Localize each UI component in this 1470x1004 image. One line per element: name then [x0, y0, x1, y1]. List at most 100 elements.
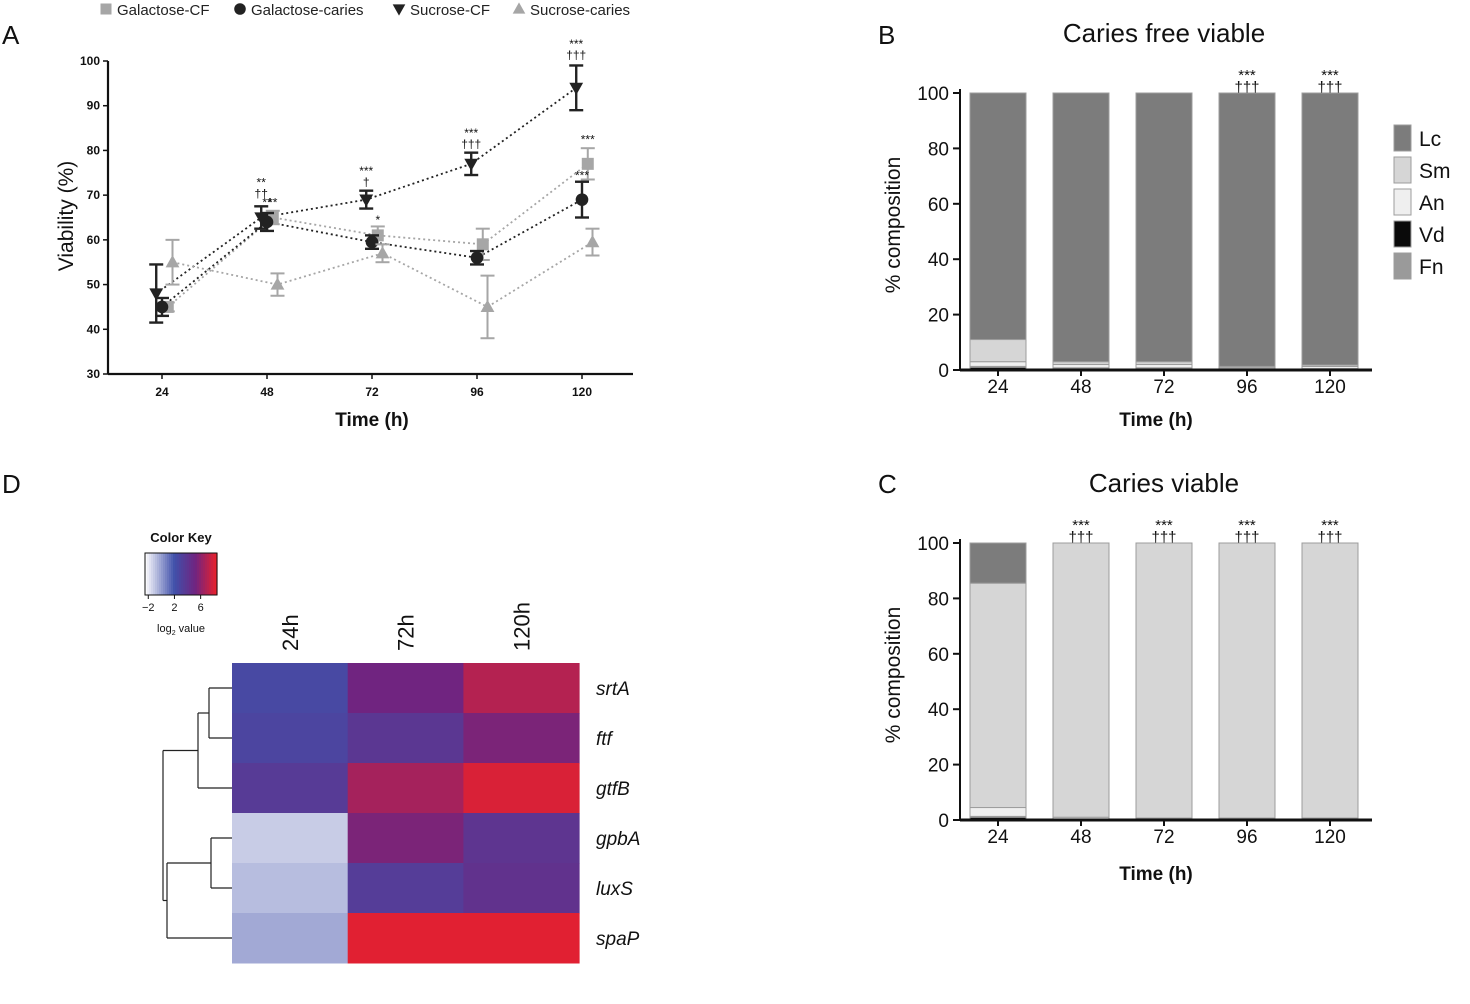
x-tick-label: 72 [1153, 827, 1174, 848]
color-key: −2 2 6 [142, 552, 218, 614]
x-tick-label: 24 [987, 827, 1009, 848]
significance-stars: *** [1321, 517, 1339, 534]
bar-segment [1218, 92, 1276, 367]
y-tick-label: 80 [928, 139, 949, 160]
color-key-gradient-step [163, 553, 166, 595]
x-tick-label: 120 [1314, 827, 1346, 848]
panel-a-data-point [581, 157, 594, 170]
heatmap-row-label: ftf [596, 729, 614, 750]
color-key-gradient-step [147, 553, 150, 595]
bar-segment [969, 807, 1027, 817]
color-key-gradient-step [185, 553, 188, 595]
panel-label-d: D [2, 469, 21, 499]
color-key-gradient-step [195, 553, 198, 595]
panel-b-x-label: Time (h) [1119, 410, 1193, 431]
heatmap-cell [232, 713, 349, 764]
heatmap-column-label: 72h [394, 614, 419, 651]
x-tick-label: 72 [1153, 377, 1174, 398]
color-key-tick-label: 6 [198, 602, 204, 614]
heatmap-cell [232, 663, 349, 714]
legend-swatch [1393, 156, 1412, 184]
panel-a-y-tick-label: 40 [87, 322, 101, 336]
color-key-gradient-step [203, 553, 206, 595]
bar-segment [969, 582, 1027, 809]
panel-a-legend-marker [392, 4, 406, 16]
color-key-gradient-step [145, 553, 148, 595]
panel-label-c: C [878, 469, 897, 499]
y-tick-label: 0 [938, 361, 949, 382]
significance-stars: *** [1321, 67, 1339, 84]
heatmap-cell [232, 763, 349, 814]
panel-a-significance-mark: *** [569, 37, 583, 51]
heatmap-row-label: gtfB [596, 779, 630, 800]
color-key-gradient-step [211, 553, 214, 595]
bar-segment [1135, 542, 1193, 819]
panel-a-significance-mark: *** [359, 164, 373, 178]
panel-a-x-tick-label: 72 [365, 385, 379, 399]
color-key-gradient-step [167, 553, 170, 595]
panel-a-data-point [165, 255, 180, 268]
heatmap-cell [232, 813, 349, 864]
color-key-gradient-step [201, 553, 204, 595]
bar-segment [969, 92, 1027, 341]
bar-segment [1301, 92, 1359, 366]
panel-b-legend: Lc Sm An Vd Fn [1393, 124, 1451, 280]
color-key-gradient-step [159, 553, 162, 595]
y-tick-label: 40 [928, 700, 949, 721]
y-tick-label: 0 [938, 811, 949, 832]
heatmap-cell [347, 763, 464, 814]
color-key-gradient-step [193, 553, 196, 595]
heatmap-cell [463, 663, 580, 714]
panel-c-stacked-bar-chart: Caries viable Time (h) % composition 0 20… [882, 468, 1372, 885]
panel-a-series-line [167, 163, 589, 308]
x-tick-label: 24 [987, 377, 1009, 398]
panel-a-data-point [254, 212, 269, 225]
significance-stars: *** [1238, 67, 1256, 84]
panel-a-data-point [270, 277, 285, 290]
color-key-gradient-step [179, 553, 182, 595]
panel-a-data-point [375, 246, 390, 259]
panel-a-significance-mark: * [375, 213, 380, 227]
panel-a-significance-mark: †† [255, 186, 268, 200]
legend-label: Lc [1419, 128, 1441, 151]
panel-a-legend-label: Sucrose-caries [530, 2, 630, 19]
heatmap-cell [463, 813, 580, 864]
panel-a-x-label: Time (h) [335, 410, 409, 431]
color-key-gradient-step [171, 553, 174, 595]
panel-a-data-point [149, 288, 164, 301]
y-tick-label: 20 [928, 306, 949, 327]
bar-segment [1052, 542, 1110, 818]
color-key-gradient-step [209, 553, 212, 595]
color-key-tick-label: −2 [142, 602, 155, 614]
significance-daggers: ††† [1234, 529, 1259, 546]
panel-a-x-tick-label: 96 [470, 385, 484, 399]
color-key-gradient-step [175, 553, 178, 595]
heatmap-column-label: 24h [278, 614, 303, 651]
y-tick-label: 80 [928, 589, 949, 610]
panel-a-significance-mark: ††† [566, 48, 586, 62]
heatmap-cell [232, 863, 349, 914]
heatmap-column-label: 120h [509, 602, 534, 651]
legend-label: Vd [1419, 224, 1445, 247]
x-tick-label: 96 [1236, 827, 1257, 848]
panel-a-y-label: Viability (%) [55, 161, 78, 271]
heatmap-row-label: gpbA [596, 829, 640, 850]
panel-a-data-point [569, 82, 584, 96]
x-tick-label: 48 [1070, 827, 1091, 848]
significance-daggers: ††† [1234, 79, 1259, 96]
panel-a-significance-mark: *** [464, 126, 478, 140]
color-key-border [144, 552, 218, 596]
color-key-gradient-step [151, 553, 154, 595]
x-tick-label: 48 [1070, 377, 1091, 398]
significance-daggers: ††† [1151, 529, 1176, 546]
color-key-gradient-step [149, 553, 152, 595]
heatmap-row-label: srtA [596, 679, 630, 700]
color-key-gradient-step [183, 553, 186, 595]
color-key-title: Color Key [150, 530, 212, 545]
heatmap-cell [347, 863, 464, 914]
bar-segment [969, 542, 1027, 584]
panel-a-legend-marker [512, 2, 526, 14]
panel-label-a: A [2, 20, 20, 50]
panel-a-significance-mark: *** [575, 168, 589, 182]
